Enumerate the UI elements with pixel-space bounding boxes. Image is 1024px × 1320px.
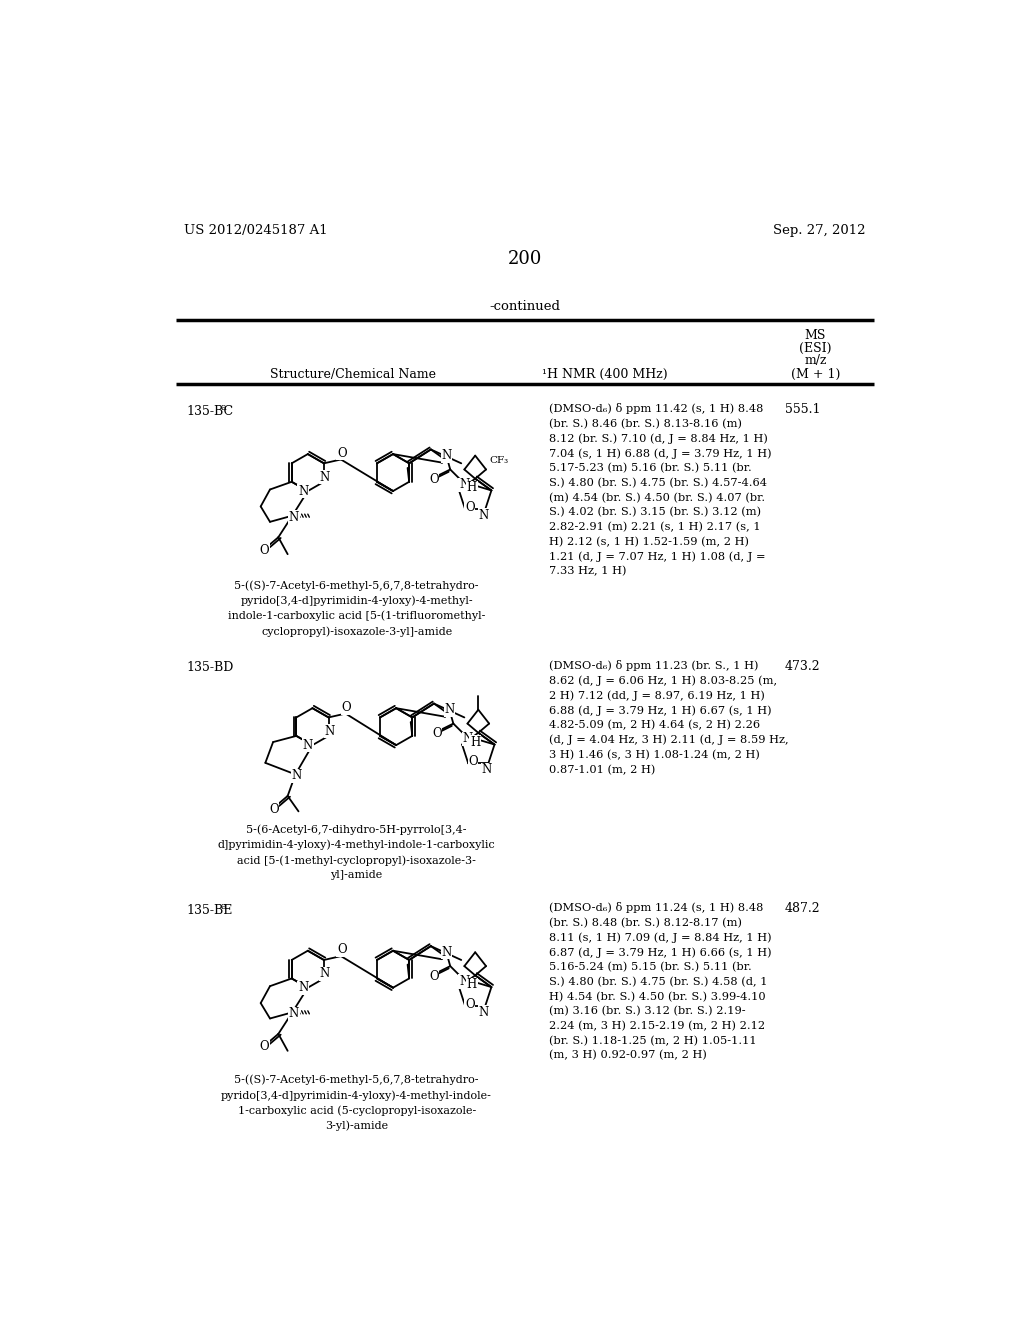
Text: O: O [429,473,438,486]
Text: 5-((S)-7-Acetyl-6-methyl-5,6,7,8-tetrahydro-
pyrido[3,4-d]pyrimidin-4-yloxy)-4-m: 5-((S)-7-Acetyl-6-methyl-5,6,7,8-tetrahy… [228,581,485,636]
Text: MS: MS [805,329,826,342]
Text: CF₃: CF₃ [489,455,508,465]
Text: N: N [444,704,455,717]
Text: a: a [220,404,226,412]
Text: a: a [220,903,226,911]
Text: O: O [432,727,442,741]
Text: 200: 200 [508,249,542,268]
Text: O: O [260,1040,269,1053]
Text: 5-(6-Acetyl-6,7-dihydro-5H-pyrrolo[3,4-
d]pyrimidin-4-yloxy)-4-methyl-indole-1-c: 5-(6-Acetyl-6,7-dihydro-5H-pyrrolo[3,4- … [218,825,496,880]
Text: N: N [459,975,469,989]
Text: O: O [429,970,438,982]
Text: N: N [298,981,308,994]
Text: O: O [465,502,475,515]
Text: ¹H NMR (400 MHz): ¹H NMR (400 MHz) [542,368,668,381]
Text: N: N [478,510,488,521]
Text: N: N [319,471,330,483]
Text: H: H [470,735,480,748]
Text: N: N [478,1006,488,1019]
Text: 487.2: 487.2 [784,903,820,915]
Text: 473.2: 473.2 [784,660,820,673]
Text: O: O [468,755,478,768]
Text: N: N [481,763,492,776]
Text: 135-BE: 135-BE [186,904,232,917]
Text: (M + 1): (M + 1) [791,367,840,380]
Text: N: N [462,733,472,746]
Text: H: H [467,978,477,991]
Text: O: O [269,803,279,816]
Text: 135-BD: 135-BD [186,661,233,675]
Text: (DMSO-d₆) δ ppm 11.23 (br. S., 1 H)
8.62 (d, J = 6.06 Hz, 1 H) 8.03-8.25 (m,
2 H: (DMSO-d₆) δ ppm 11.23 (br. S., 1 H) 8.62… [549,660,788,775]
Text: 555.1: 555.1 [784,404,820,416]
Text: N: N [289,1007,299,1020]
Text: N: N [298,484,308,498]
Text: N: N [319,968,330,981]
Text: N: N [289,511,299,524]
Text: Structure/Chemical Name: Structure/Chemical Name [269,368,436,381]
Text: N: N [459,478,469,491]
Text: O: O [337,446,346,459]
Text: O: O [337,944,346,957]
Text: O: O [342,701,351,714]
Text: O: O [465,998,475,1011]
Text: N: N [441,945,452,958]
Text: N: N [441,449,452,462]
Text: Sep. 27, 2012: Sep. 27, 2012 [773,223,866,236]
Text: 5-((S)-7-Acetyl-6-methyl-5,6,7,8-tetrahydro-
pyrido[3,4-d]pyrimidin-4-yloxy)-4-m: 5-((S)-7-Acetyl-6-methyl-5,6,7,8-tetrahy… [221,1074,493,1131]
Text: N: N [303,739,313,751]
Text: (DMSO-d₆) δ ppm 11.42 (s, 1 H) 8.48
(br. S.) 8.46 (br. S.) 8.13-8.16 (m)
8.12 (b: (DMSO-d₆) δ ppm 11.42 (s, 1 H) 8.48 (br.… [549,404,771,577]
Text: (DMSO-d₆) δ ppm 11.24 (s, 1 H) 8.48
(br. S.) 8.48 (br. S.) 8.12-8.17 (m)
8.11 (s: (DMSO-d₆) δ ppm 11.24 (s, 1 H) 8.48 (br.… [549,903,771,1060]
Text: (ESI): (ESI) [799,342,831,355]
Text: US 2012/0245187 A1: US 2012/0245187 A1 [183,223,328,236]
Text: 135-BC: 135-BC [186,405,233,418]
Text: N: N [292,770,302,783]
Text: N: N [325,725,335,738]
Text: O: O [260,544,269,557]
Text: m/z: m/z [804,354,826,367]
Text: H: H [467,482,477,495]
Text: -continued: -continued [489,300,560,313]
